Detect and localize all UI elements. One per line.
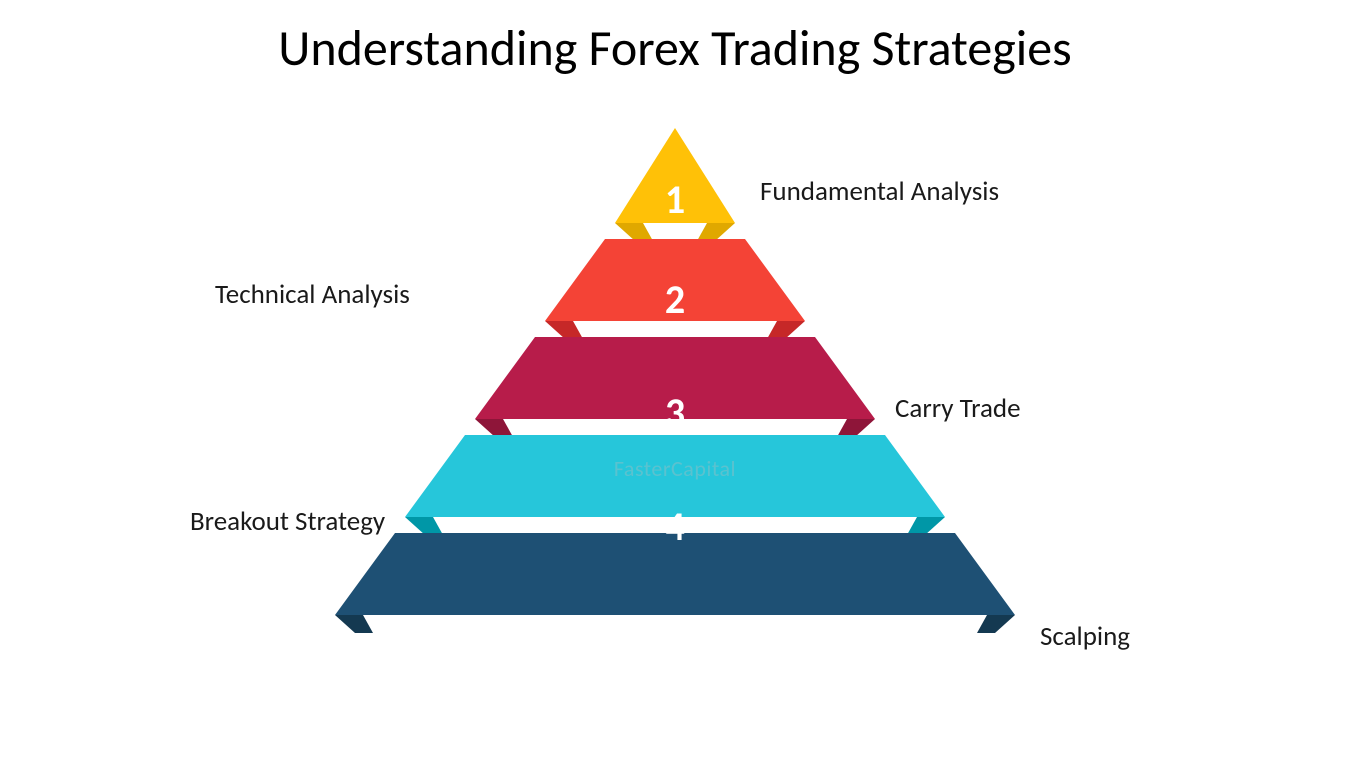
pyramid-level-fold-right	[837, 419, 875, 437]
pyramid-level-label: Scalping	[1040, 620, 1130, 653]
pyramid-level-fold-left	[615, 223, 653, 241]
pyramid-level-label: Technical Analysis	[215, 278, 410, 311]
pyramid-level-label: Carry Trade	[895, 392, 1021, 425]
pyramid-level-fold-left	[475, 419, 513, 437]
pyramid-level-fold-right	[977, 615, 1015, 633]
pyramid-level-number: 5	[665, 615, 685, 664]
pyramid-level-label: Breakout Strategy	[190, 505, 385, 538]
pyramid-level-number: 4	[665, 502, 685, 551]
pyramid-level-fold-left	[335, 615, 373, 633]
pyramid-level-fold-right	[767, 321, 805, 339]
pyramid-level-fold-left	[545, 321, 583, 339]
pyramid-level-number: 1	[665, 175, 685, 224]
page-title: Understanding Forex Trading Strategies	[0, 18, 1350, 79]
pyramid-level-fold-right	[697, 223, 735, 241]
pyramid-level-number: 3	[665, 388, 685, 437]
pyramid-level-fold-left	[405, 517, 443, 535]
pyramid-level-fold-right	[907, 517, 945, 535]
watermark-text: FasterCapital	[614, 455, 736, 482]
pyramid-level-number: 2	[665, 275, 685, 324]
pyramid-level-label: Fundamental Analysis	[760, 175, 999, 208]
